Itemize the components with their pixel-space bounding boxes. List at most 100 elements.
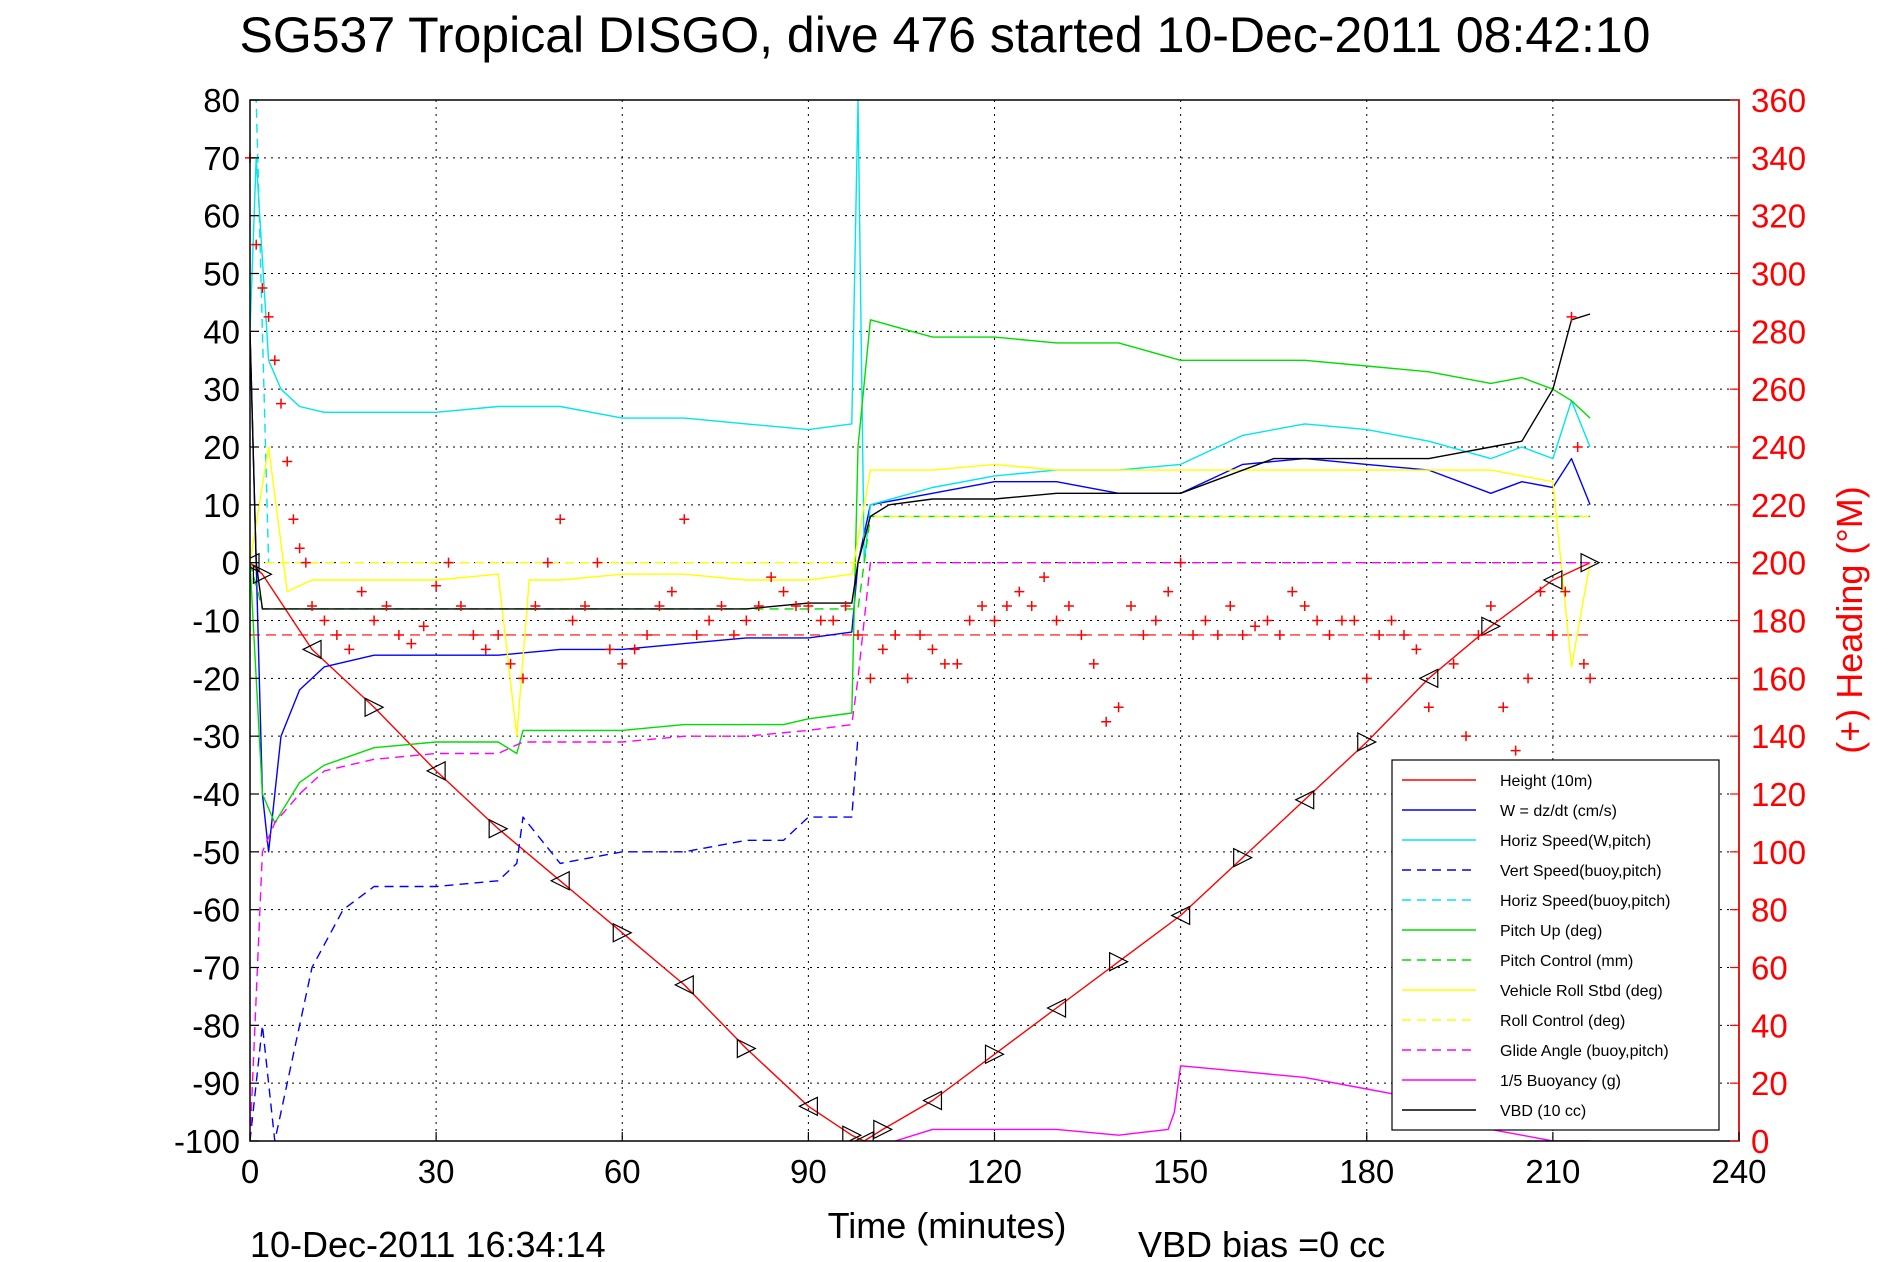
heading-point [1101,716,1112,727]
legend-label: Pitch Up (deg) [1500,923,1602,940]
heading-point [1163,586,1174,597]
x-axis-ticks: 0 30 60 90 120 150 180 210 240 [241,1132,1767,1190]
y-right-tick-label: 220 [1751,487,1806,524]
height-marker [252,564,273,585]
heading-point [1188,629,1199,640]
heading-point [952,658,963,669]
height-marker [488,818,509,839]
y-tick-label: 60 [203,198,240,235]
series-line-glide-angle-buoy-pitch [250,562,1591,1141]
heading-point [282,456,293,467]
heading-point [393,629,404,640]
y-right-tick-label: 160 [1751,660,1806,697]
heading-point [1063,601,1074,612]
y-right-tick-label: 120 [1751,776,1806,813]
heading-point [1125,601,1136,612]
heading-point [1461,731,1472,742]
heading-point [790,601,801,612]
heading-point [691,629,702,640]
legend-label: Vehicle Roll Stbd (deg) [1500,983,1663,1000]
series-line-vehicle-roll-stbd-deg [250,446,1591,737]
height-marker [1481,616,1502,637]
heading-point [1585,673,1596,684]
heading-point [480,644,491,655]
series-line-1-5-buoyancy-g [894,1065,1591,1141]
legend-label: Glide Angle (buoy,pitch) [1500,1043,1669,1060]
heading-point [1262,615,1273,626]
y-tick-label: -40 [192,776,240,813]
heading-point [530,601,541,612]
y-tick-label: -30 [192,718,240,755]
heading-point [580,601,591,612]
y-right-tick-label: 80 [1751,892,1788,929]
heading-point [1386,615,1397,626]
x-tick-label: 120 [967,1153,1022,1190]
heading-point [1250,621,1261,632]
heading-point [1076,629,1087,640]
series-line-roll-control-deg [250,515,1591,564]
x-tick-label: 180 [1339,1153,1394,1190]
footer-vbd-bias: VBD bias =0 cc [1138,1224,1385,1262]
heading-point [468,629,479,640]
heading-markers [245,152,1596,785]
heading-point [1113,702,1124,713]
heading-point [828,615,839,626]
heading-point [542,557,553,568]
y-tick-label: 10 [203,487,240,524]
heading-point [269,355,280,366]
heading-point [300,557,311,568]
heading-point [666,586,677,597]
heading-point [276,398,287,409]
heading-point [331,629,342,640]
heading-point [1324,629,1335,640]
heading-point [1547,629,1558,640]
y-axis-ticks: 80 70 60 50 40 30 20 10 0 -10 -20 -30 -40 -50 -60 -70 -8… [174,82,259,1160]
heading-point [1138,629,1149,640]
heading-point [1026,601,1037,612]
heading-point [629,644,640,655]
y-tick-label: -50 [192,834,240,871]
height-marker [549,870,570,891]
heading-point [1212,629,1223,640]
heading-point [977,601,988,612]
y-tick-label: -20 [192,660,240,697]
y-right-tick-label: 360 [1751,82,1806,119]
heading-point [803,601,814,612]
heading-point [865,673,876,684]
height-marker [798,1096,818,1117]
legend: Height (10m) W = dz/dt (cm/s) Horiz Speed(… [1391,759,1720,1131]
series-line-vbd-10-cc [250,313,1591,610]
height-marker [842,1125,863,1141]
heading-point [592,557,603,568]
height-marker [1418,668,1439,689]
height-marker [853,1131,874,1141]
heading-point [1336,615,1347,626]
heading-point [604,644,615,655]
heading-point [716,601,727,612]
legend-box [1391,759,1720,1131]
height-marker [612,922,633,943]
series-line-horiz-speed-buoy-pitch [250,100,270,563]
heading-point [915,629,926,640]
heading-point [1374,629,1385,640]
heading-point [1200,615,1211,626]
height-marker [364,697,385,718]
heading-point [679,514,690,525]
height-marker [736,1038,757,1059]
heading-point [517,673,528,684]
heading-point [1088,658,1099,669]
heading-point [766,572,777,583]
heading-point [1274,629,1285,640]
height-marker [984,1044,1005,1065]
y-right-tick-label: 300 [1751,256,1806,293]
heading-point [381,601,392,612]
heading-point [728,629,739,640]
heading-point [288,514,299,525]
series-line-w-dz-dt-cm-s [250,331,1591,853]
y-tick-label: -80 [192,1007,240,1044]
height-marker [425,760,446,781]
y-right-tick-label: 100 [1751,834,1806,871]
height-marker [1357,731,1378,752]
heading-point [989,615,1000,626]
heading-point [1039,572,1050,583]
